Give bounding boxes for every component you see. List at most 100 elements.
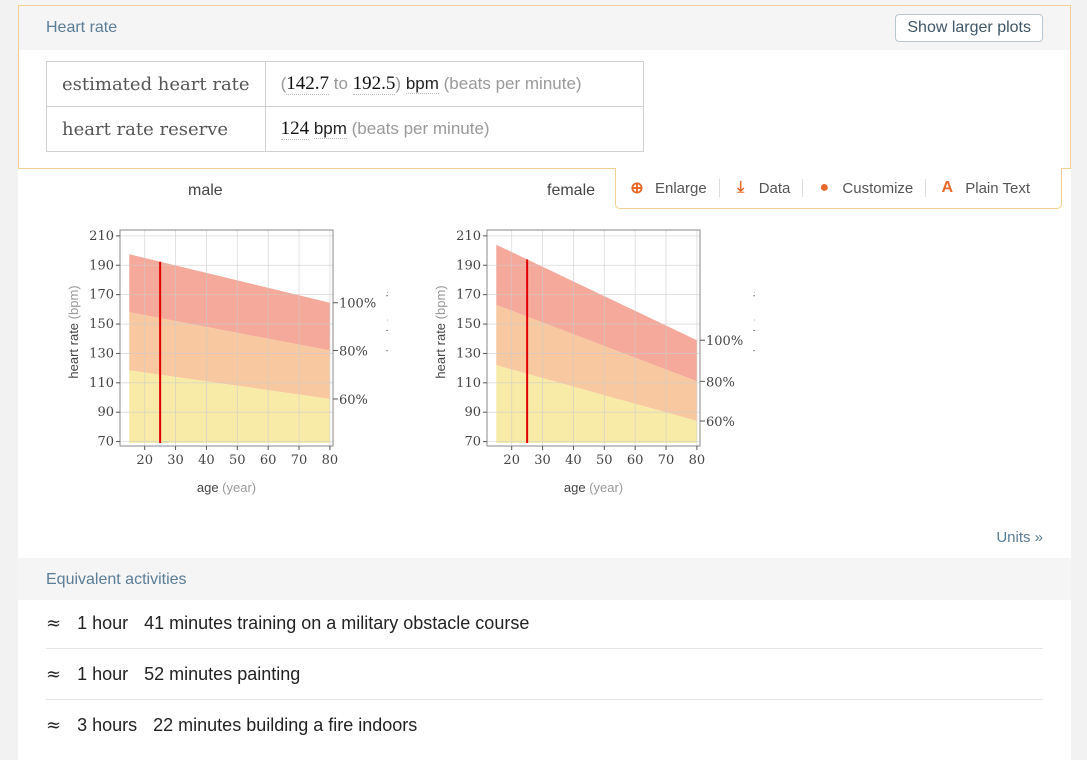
row-value-heart-rate-reserve: 124 bpm (beats per minute)	[264, 106, 644, 152]
plain-text-label: Plain Text	[965, 179, 1031, 197]
row-label-estimated-heart-rate: estimated heart rate	[46, 61, 266, 107]
x-tick-label: 30	[167, 453, 184, 468]
intensity-label: 100%	[339, 297, 376, 312]
unit-long: (beats per minute)	[443, 74, 582, 93]
approx-sign: ≈	[46, 612, 62, 634]
x-tick-label: 20	[503, 453, 520, 468]
enlarge-label: Enlarge	[655, 179, 707, 197]
x-axis-label: age (year)	[197, 480, 256, 495]
x-tick-label: 50	[596, 453, 613, 468]
table-row: estimated heart rate (142.7 to 192.5) bp…	[46, 61, 644, 107]
y-tick-label: 130	[456, 346, 481, 361]
intensity-label: 60%	[706, 415, 735, 430]
band-80-percent	[129, 312, 330, 399]
x-tick-label: 80	[322, 453, 339, 468]
toolbar-divider	[802, 179, 804, 197]
y-axis-label: heart rate (bpm)	[66, 285, 81, 378]
band-60-percent	[496, 365, 697, 444]
y-tick-label: 210	[89, 229, 114, 244]
result-table: estimated heart rate (142.7 to 192.5) bp…	[46, 61, 644, 152]
y-tick-label: 190	[456, 258, 481, 273]
intensity-label: 80%	[339, 344, 368, 359]
letter-a-icon: A	[941, 179, 954, 196]
x-tick-label: 30	[534, 453, 551, 468]
x-tick-label: 50	[229, 453, 246, 468]
plot-title-male: male	[188, 182, 223, 199]
activity-description: 41 minutes training on a military obstac…	[144, 612, 530, 633]
y-tick-label: 90	[97, 405, 114, 420]
customize-button[interactable]: ● Customize	[815, 179, 914, 197]
y-tick-label: 150	[89, 317, 114, 332]
unit-bpm: bpm	[405, 74, 439, 94]
unit-bpm: bpm	[313, 119, 347, 139]
y-tick-label: 130	[89, 346, 114, 361]
female-heart-rate-chart: 20 30 40 50 60 70 80 70 90 110 130 150 170 190 210 100%…	[433, 229, 755, 495]
activity-hours: 1 hour	[77, 612, 129, 633]
intensity-label: 80%	[706, 375, 735, 390]
enlarge-button[interactable]: ⊕ Enlarge	[628, 178, 707, 198]
band-80-percent	[496, 304, 697, 422]
toolbar-divider	[925, 179, 927, 197]
x-tick-label: 70	[291, 453, 308, 468]
activity-description: 52 minutes painting	[144, 663, 301, 684]
y-tick-label: 170	[89, 288, 114, 303]
y-tick-label: 170	[456, 288, 481, 303]
activity-description: 22 minutes building a fire indoors	[153, 715, 418, 735]
y-tick-label: 70	[97, 435, 114, 450]
toolbar-divider	[718, 179, 720, 197]
x-tick-label: 80	[689, 453, 706, 468]
heart-rate-pod: Heart rate Show larger plots estimated h…	[18, 0, 1071, 558]
x-tick-label: 70	[658, 453, 675, 468]
download-icon: ⤓	[737, 179, 745, 196]
unit-long: (beats per minute)	[351, 119, 490, 138]
list-item: ≈ 1 hour 41 minutes training on a milita…	[46, 598, 1043, 649]
x-axis-label: age (year)	[564, 480, 623, 495]
band-100-percent	[129, 254, 330, 351]
plot-title-female: female	[547, 182, 596, 199]
y-tick-label: 210	[456, 229, 481, 244]
y-tick-label: 150	[456, 317, 481, 332]
plot-frame	[486, 229, 701, 447]
plain-text-button[interactable]: A Plain Text	[938, 179, 1030, 197]
close-paren: )	[395, 74, 402, 93]
activity-hours: 3 hours	[77, 715, 138, 735]
activities-pod-title: Equivalent activities	[46, 571, 187, 588]
y2-axis-label: exercise intensity	[384, 284, 388, 384]
magnifier-plus-icon: ⊕	[630, 180, 644, 197]
x-tick-label: 20	[136, 453, 153, 468]
y-tick-label: 90	[464, 405, 481, 420]
equivalent-activities-pod: Equivalent activities ≈ 1 hour 41 minute…	[18, 558, 1071, 760]
table-row: heart rate reserve 124 bpm (beats per mi…	[46, 106, 644, 152]
range-high: 192.5	[352, 73, 396, 95]
approx-sign: ≈	[46, 663, 62, 685]
y-tick-label: 110	[89, 376, 114, 391]
list-item: ≈ 1 hour 52 minutes painting	[46, 649, 1043, 700]
open-paren: (	[280, 74, 287, 93]
list-item: ≈ 3 hours 22 minutes building a fire ind…	[46, 700, 1043, 751]
band-100-percent	[496, 244, 697, 382]
band-60-percent	[129, 370, 330, 444]
intensity-label: 60%	[339, 393, 368, 408]
customize-label: Customize	[842, 179, 914, 197]
result-toolbar: ⊕ Enlarge ⤓ Data ● Customize A Plain Text	[615, 168, 1062, 209]
male-heart-rate-chart: 20 30 40 50 60 70 80 70 90 110 130 150 170 190 210 100%…	[66, 229, 388, 495]
palette-icon: ●	[819, 179, 830, 196]
reserve-value: 124	[280, 118, 310, 140]
activities-pod-header: Equivalent activities	[18, 558, 1071, 600]
data-button[interactable]: ⤓ Data	[732, 179, 790, 197]
row-label-heart-rate-reserve: heart rate reserve	[46, 106, 266, 152]
plot-frame	[119, 229, 334, 447]
y-tick-label: 70	[464, 435, 481, 450]
y-tick-label: 190	[89, 258, 114, 273]
y-tick-label: 110	[456, 376, 481, 391]
x-tick-label: 40	[565, 453, 582, 468]
units-link[interactable]: Units »	[996, 529, 1043, 546]
activity-hours: 1 hour	[77, 663, 129, 684]
heart-rate-pod-title: Heart rate	[46, 19, 118, 36]
x-tick-label: 40	[198, 453, 215, 468]
x-tick-label: 60	[260, 453, 277, 468]
y-axis-label: heart rate (bpm)	[433, 285, 448, 378]
range-low: 142.7	[286, 73, 329, 95]
show-larger-plots-button[interactable]: Show larger plots	[895, 14, 1043, 42]
x-tick-label: 60	[627, 453, 644, 468]
